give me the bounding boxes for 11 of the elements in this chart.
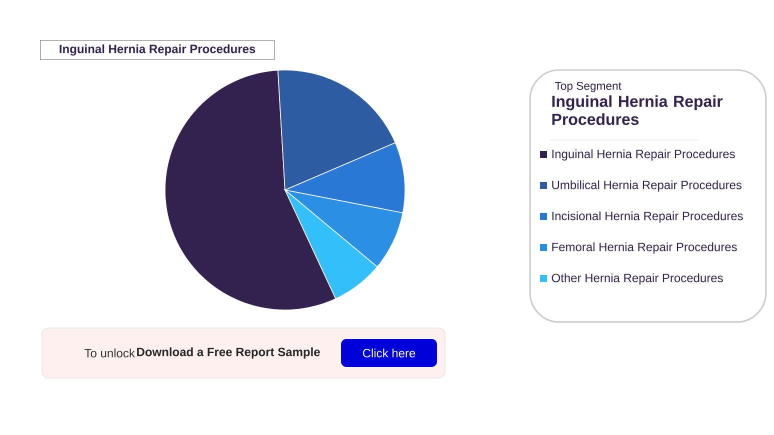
text: Click here xyxy=(362,348,416,358)
text: Inguinal Hernia Repair Procedures xyxy=(552,95,723,125)
text: Top Segment xyxy=(554,82,622,92)
legend-label: Incisional Hernia Repair Procedures xyxy=(552,211,743,223)
text: Inguinal Hernia Repair Procedures xyxy=(60,44,256,56)
text: Download a Free Report Sample xyxy=(137,347,320,359)
text: To unlock xyxy=(84,348,135,358)
legend-label: Femoral Hernia Repair Procedures xyxy=(552,242,737,254)
legend-label: Inguinal Hernia Repair Procedures xyxy=(552,149,735,161)
legend-label: Other Hernia Repair Procedures xyxy=(552,273,723,285)
legend-label: Umbilical Hernia Repair Procedures xyxy=(552,180,742,192)
